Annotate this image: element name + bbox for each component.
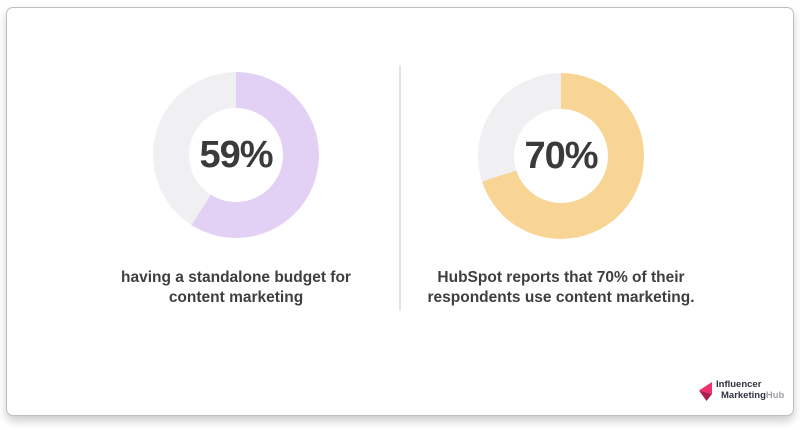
vertical-divider [399,65,401,311]
caption-line: HubSpot reports that 70% of their [437,269,685,286]
chart-caption-right: HubSpot reports that 70% of their respon… [401,268,721,308]
percent-label: 59% [199,133,273,176]
infographic-card: 59% 70% having a standalone budget for c… [6,7,794,416]
chart-caption-left: having a standalone budget for content m… [76,268,396,308]
logo-wordmark: Influencer MarketingHub [716,379,784,401]
percent-label: 70% [524,134,598,177]
caption-line: content marketing [168,289,304,306]
donut-chart-hubspot: 70% [478,73,644,239]
caption-line: respondents use content marketing. [427,289,695,306]
donut-center: 70% [514,109,608,203]
logo-line2: MarketingHub [716,390,784,401]
logo-hub-text: Hub [765,390,785,401]
caption-line: having a standalone budget for [121,269,351,286]
logo-marketing-text: Marketing [721,390,766,401]
left-arrow-icon [699,382,712,401]
influencer-marketinghub-logo: Influencer MarketingHub [699,379,784,401]
donut-center: 59% [189,108,283,202]
donut-chart-standalone-budget: 59% [153,72,319,238]
logo-line1: Influencer [716,379,762,390]
